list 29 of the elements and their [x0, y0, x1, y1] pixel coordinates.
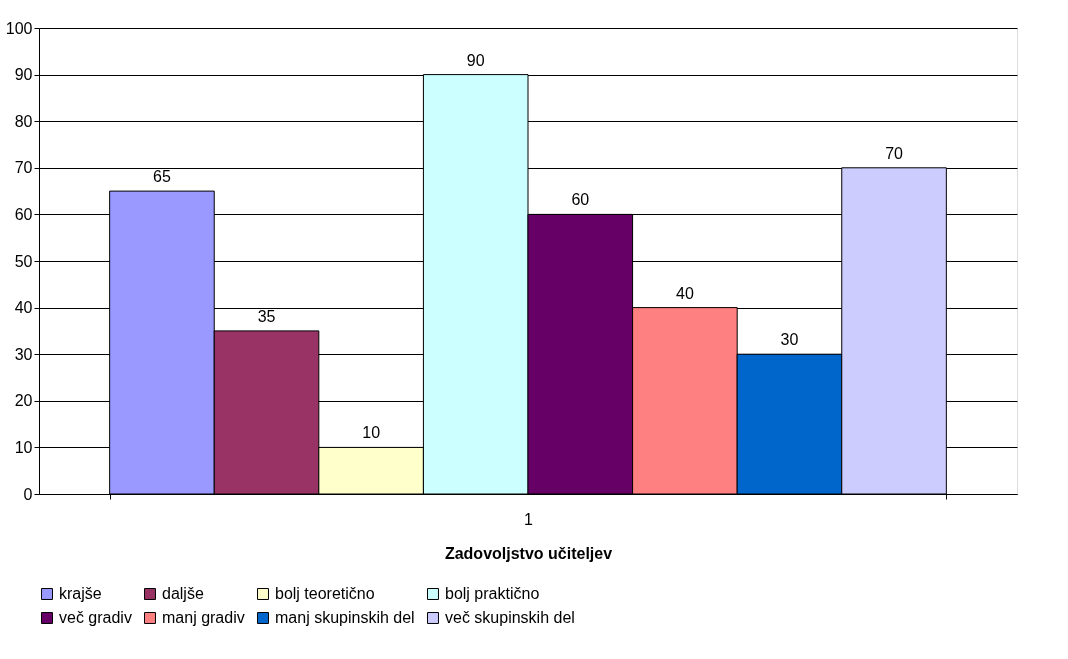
y-tick-label: 50 [14, 252, 33, 270]
x-axis-title: Zadovoljstvo učiteljev [444, 544, 613, 562]
y-tick-label: 70 [14, 159, 33, 177]
data-label: 70 [885, 144, 904, 162]
data-label: 65 [153, 168, 171, 186]
y-tick-label: 40 [14, 299, 33, 317]
legend-label: krajše [59, 585, 102, 602]
y-tick-label: 20 [14, 392, 33, 410]
legend-label: bolj praktično [445, 585, 540, 602]
x-tick-label: 1 [524, 510, 534, 528]
legend-label: bolj teoretično [275, 585, 375, 602]
legend-label: daljše [162, 585, 204, 602]
y-tick-label: 90 [14, 66, 33, 84]
y-tick-label: 100 [5, 19, 33, 37]
data-label: 35 [257, 307, 276, 325]
data-label: 30 [780, 331, 799, 349]
legend-label: manj gradiv [162, 609, 245, 626]
data-label: 40 [675, 284, 694, 302]
legend-label: več skupinskih del [445, 609, 575, 626]
legend-label: manj skupinskih del [275, 609, 415, 626]
data-label: 60 [571, 191, 590, 209]
data-label: 90 [466, 51, 485, 69]
y-tick-label: 80 [14, 112, 33, 130]
y-tick-label: 30 [14, 345, 33, 363]
y-tick-label: 0 [23, 485, 33, 503]
legend-label: več gradiv [59, 609, 132, 626]
y-tick-label: 60 [14, 205, 33, 223]
y-tick-label: 10 [14, 438, 33, 456]
data-label: 10 [362, 424, 381, 442]
